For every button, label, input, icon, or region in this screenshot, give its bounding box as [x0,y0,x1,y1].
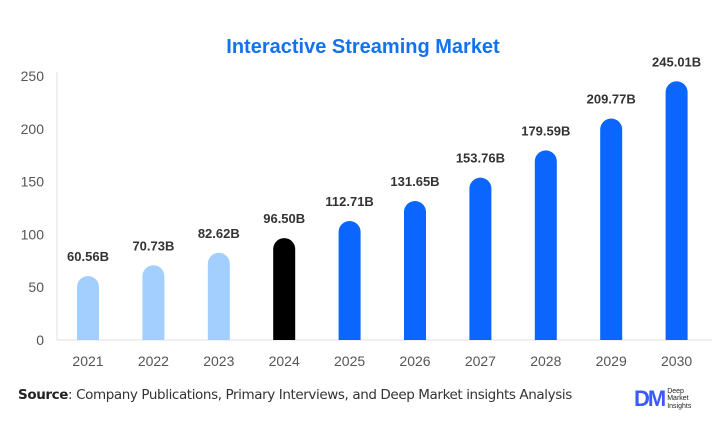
x-tick-label: 2023 [203,353,234,369]
source-label: Source [18,387,69,403]
x-tick-label: 2021 [72,353,103,369]
logo-text-3: Insights [667,402,692,410]
x-tick-label: 2030 [661,353,692,369]
chart-title: Interactive Streaming Market [226,36,500,58]
data-label: 209.77B [587,91,636,106]
logo-text-1: Deep [667,387,684,395]
data-label: 70.73B [132,238,174,253]
deep-market-insights-logo: DM Deep Market Insights [634,386,691,412]
bar-2023 [207,252,230,340]
data-label: 153.76B [456,151,505,166]
data-label: 131.65B [390,174,439,189]
bar-2024 [273,238,296,340]
data-label: 96.50B [263,211,305,226]
data-label: 82.62B [198,226,240,241]
x-tick-label: 2029 [596,353,627,369]
y-tick-label: 50 [28,279,44,295]
data-label: 179.59B [521,123,570,138]
data-label: 112.71B [325,194,373,209]
y-tick-label: 250 [21,68,45,84]
bar-2022 [142,265,165,340]
bar-2026 [404,200,426,340]
y-tick-label: 150 [21,174,45,190]
data-label: 245.01B [652,54,701,69]
source-note: Source: Company Publications, Primary In… [18,387,572,403]
y-tick-label: 0 [36,332,44,348]
bar-2028 [534,150,557,340]
x-tick-label: 2024 [269,353,300,369]
logo-text-2: Market [667,395,689,403]
bar-2029 [600,118,623,341]
source-text: : Company Publications, Primary Intervie… [68,387,572,403]
x-tick-label: 2022 [138,353,169,369]
bar-2027 [469,177,492,340]
x-tick-label: 2028 [530,353,561,369]
y-tick-label: 200 [21,121,45,137]
x-tick-label: 2026 [399,353,430,369]
data-label: 60.56B [67,249,109,264]
x-tick-label: 2027 [465,353,496,369]
logo-mark: DM [634,386,666,411]
bar-2021 [77,276,99,340]
bar-2030 [665,81,688,340]
bar-2025 [338,220,361,340]
x-tick-label: 2025 [334,353,365,369]
y-tick-label: 100 [21,226,45,242]
